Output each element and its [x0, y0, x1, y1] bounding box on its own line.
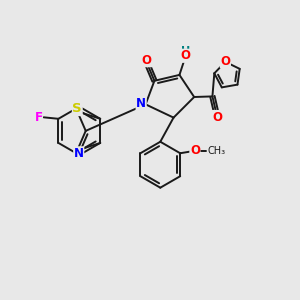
Text: O: O [190, 144, 200, 157]
Text: O: O [220, 55, 230, 68]
Text: O: O [212, 110, 222, 124]
Text: N: N [136, 97, 146, 110]
Text: S: S [73, 103, 82, 116]
Text: O: O [180, 49, 190, 62]
Text: O: O [142, 54, 152, 67]
Text: H: H [181, 46, 190, 56]
Text: F: F [34, 111, 42, 124]
Text: N: N [74, 147, 84, 160]
Text: CH₃: CH₃ [208, 146, 226, 156]
